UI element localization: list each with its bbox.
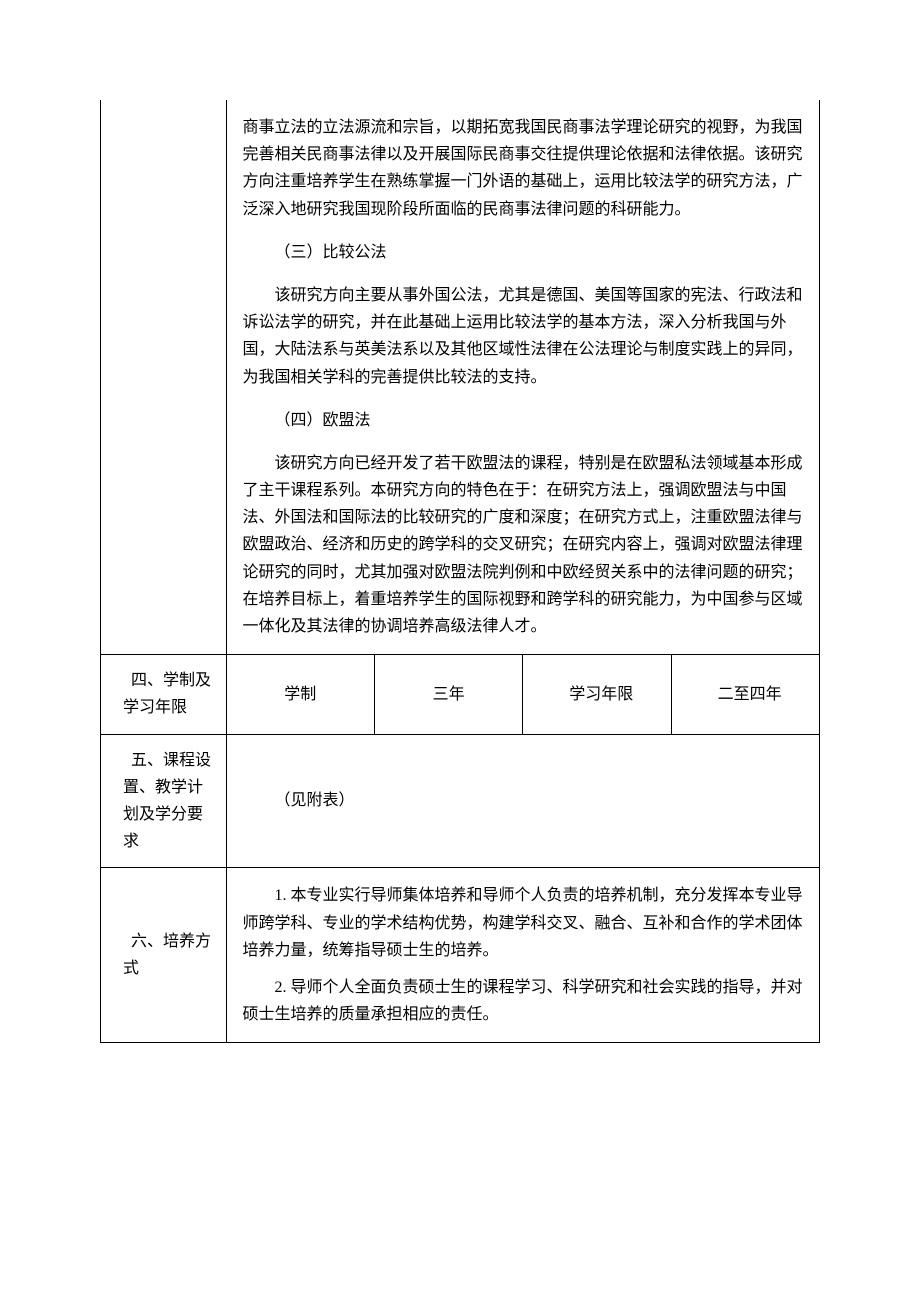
row2-col1: 学制 — [226, 655, 374, 734]
row3-content: （见附表） — [226, 734, 819, 868]
curriculum-table: 商事立法的立法源流和宗旨，以期拓宽我国民商事法学理论研究的视野，为我国完善相关民… — [100, 100, 820, 1043]
row2-col3: 学习年限 — [523, 655, 671, 734]
row3-label: 五、课程设置、教学计划及学分要求 — [101, 734, 227, 868]
section3-content: 该研究方向主要从事外国公法，尤其是德国、美国等国家的宪法、行政法和诉讼法学的研究… — [243, 282, 803, 391]
row4-label: 六、培养方式 — [101, 868, 227, 1043]
row4-paragraph2: 2. 导师个人全面负责硕士生的课程学习、科学研究和社会实践的指导，并对硕士生培养… — [243, 974, 803, 1028]
row1-label-cell — [101, 100, 227, 655]
section4-content: 该研究方向已经开发了若干欧盟法的课程，特别是在欧盟私法领域基本形成了主干课程系列… — [243, 450, 803, 640]
section4-title: （四）欧盟法 — [243, 407, 803, 434]
row1-content-cell: 商事立法的立法源流和宗旨，以期拓宽我国民商事法学理论研究的视野，为我国完善相关民… — [226, 100, 819, 655]
section3-title: （三）比较公法 — [243, 239, 803, 266]
row2-label: 四、学制及学习年限 — [101, 655, 227, 734]
row4-content-cell: 1. 本专业实行导师集体培养和导师个人负责的培养机制，充分发挥本专业导师跨学科、… — [226, 868, 819, 1043]
row2-col2: 三年 — [374, 655, 522, 734]
row2-col4: 二至四年 — [671, 655, 819, 734]
row1-paragraph1: 商事立法的立法源流和宗旨，以期拓宽我国民商事法学理论研究的视野，为我国完善相关民… — [243, 114, 803, 223]
row4-paragraph1: 1. 本专业实行导师集体培养和导师个人负责的培养机制，充分发挥本专业导师跨学科、… — [243, 882, 803, 964]
